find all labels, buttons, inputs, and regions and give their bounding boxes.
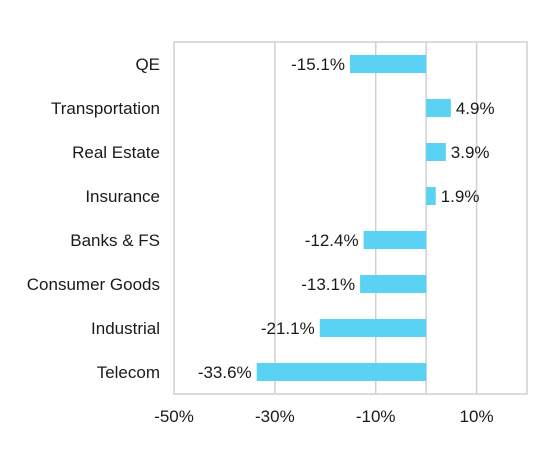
data-label: -21.1% — [261, 319, 315, 338]
bar — [426, 187, 436, 205]
data-label: -33.6% — [198, 363, 252, 382]
category-label: Banks & FS — [70, 231, 160, 250]
category-label: Insurance — [85, 187, 160, 206]
bar — [360, 275, 427, 293]
bar — [363, 231, 427, 249]
data-label: -13.1% — [301, 275, 355, 294]
bar — [256, 363, 427, 381]
bar — [426, 143, 446, 161]
data-label: -15.1% — [291, 55, 345, 74]
data-label: 1.9% — [441, 187, 480, 206]
data-label: 3.9% — [451, 143, 490, 162]
category-label: Real Estate — [72, 143, 160, 162]
labels: -50% -30% -10% 10% QE -15.1% Transportation 4.9… — [27, 55, 495, 426]
category-label: QE — [135, 55, 160, 74]
data-label: -12.4% — [305, 231, 359, 250]
data-label: 4.9% — [456, 99, 495, 118]
category-label: Transportation — [51, 99, 160, 118]
bar — [319, 319, 427, 337]
x-tick-label: 10% — [460, 407, 494, 426]
category-label: Telecom — [97, 363, 160, 382]
plot-area-border — [173, 41, 528, 395]
gridlines — [274, 42, 478, 394]
x-tick-label: -50% — [154, 407, 194, 426]
x-tick-label: -30% — [255, 407, 295, 426]
x-tick-label: -10% — [356, 407, 396, 426]
category-label: Consumer Goods — [27, 275, 160, 294]
bar — [426, 99, 451, 117]
bar — [349, 55, 427, 73]
bars — [256, 55, 451, 381]
category-label: Industrial — [91, 319, 160, 338]
